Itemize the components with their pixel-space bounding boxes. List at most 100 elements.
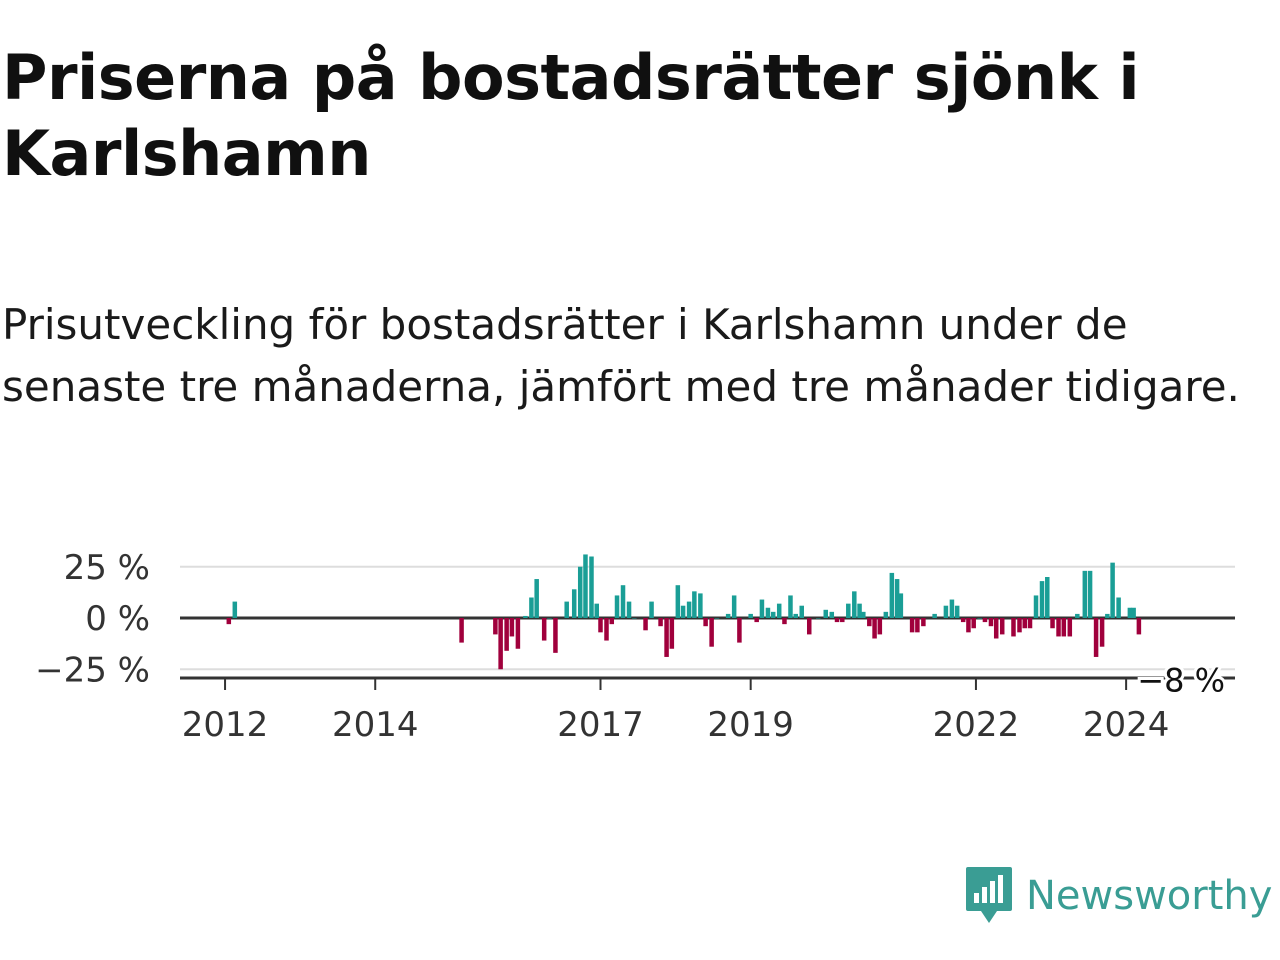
newsworthy-logo-icon — [966, 867, 1012, 923]
last-value-label: −8 % — [1137, 661, 1225, 699]
bar — [915, 618, 920, 633]
bar — [571, 589, 577, 618]
newsworthy-logo: Newsworthy — [964, 864, 1272, 928]
bar — [564, 601, 569, 618]
bar — [943, 605, 949, 618]
bar — [852, 591, 857, 618]
bar — [921, 618, 926, 627]
bar — [977, 618, 982, 619]
bar — [806, 618, 812, 635]
bar — [675, 585, 681, 618]
bar — [872, 618, 877, 639]
bar — [504, 618, 509, 651]
x-tick-label: 2019 — [707, 705, 794, 745]
bar — [1033, 595, 1039, 618]
bar — [1116, 597, 1121, 618]
bar — [643, 618, 648, 631]
bar — [583, 554, 588, 618]
end-label-layer: −8 % — [1134, 658, 1228, 702]
bar — [1127, 607, 1133, 618]
bar — [1136, 618, 1142, 635]
bar — [1131, 607, 1136, 618]
bar — [658, 618, 663, 627]
bar — [604, 618, 609, 641]
bar — [776, 603, 782, 618]
bar — [799, 605, 804, 618]
bar-chart: 25 % 0 % −25 % 2012 2014 2017 2019 2022 2024 −8… — [35, 548, 1235, 745]
bar — [731, 595, 737, 618]
bar — [547, 618, 552, 619]
bar — [1027, 618, 1033, 629]
bar — [754, 618, 759, 623]
bar — [1045, 577, 1050, 618]
bar — [498, 618, 503, 670]
bar — [954, 605, 960, 618]
bar — [1011, 618, 1016, 637]
bar — [680, 605, 686, 618]
bar — [770, 611, 776, 618]
bar — [553, 618, 558, 653]
bar — [909, 618, 915, 633]
bar — [1087, 570, 1093, 618]
bar — [889, 572, 895, 618]
bar — [692, 591, 697, 618]
bar — [725, 613, 731, 618]
bar — [993, 618, 999, 639]
bar — [686, 601, 692, 618]
bar — [883, 611, 889, 618]
bar — [1061, 618, 1067, 637]
bar — [232, 601, 238, 618]
bar — [664, 618, 669, 657]
bar — [1067, 618, 1073, 637]
bar — [793, 613, 798, 618]
bar — [626, 601, 632, 618]
bar — [226, 618, 232, 625]
y-tick-label: 0 % — [85, 599, 150, 639]
bar — [1082, 570, 1088, 618]
bar — [840, 618, 845, 623]
bar — [614, 595, 620, 618]
bar — [1022, 618, 1028, 629]
bars — [226, 554, 1142, 670]
bar — [1056, 618, 1061, 637]
bar — [823, 609, 829, 618]
bar — [765, 607, 771, 618]
y-tick-label: 25 % — [64, 548, 150, 588]
bar — [577, 566, 583, 618]
bar — [788, 595, 793, 618]
y-tick-label: −25 % — [35, 650, 150, 690]
bar — [857, 603, 862, 618]
bar — [589, 556, 594, 618]
bar — [748, 613, 753, 618]
bar — [894, 579, 900, 618]
bar — [509, 618, 515, 637]
bar — [982, 618, 988, 623]
x-tick-label: 2022 — [933, 705, 1020, 745]
chart-title: Priserna på bostadsrätter sjönk i Karlsh… — [2, 41, 1140, 190]
bar — [632, 618, 637, 619]
bar — [459, 618, 464, 643]
bar — [649, 601, 654, 618]
bar — [529, 597, 534, 618]
bar — [1105, 613, 1110, 618]
bar — [541, 618, 547, 641]
bar — [620, 585, 626, 618]
bar — [609, 618, 615, 625]
bar — [515, 618, 521, 649]
x-tick-label: 2012 — [182, 705, 269, 745]
bar — [971, 618, 976, 629]
chart-subtitle: Prisutveckling för bostadsrätter i Karls… — [2, 300, 1240, 411]
bar — [703, 618, 708, 627]
brand-name: Newsworthy — [1026, 873, 1273, 919]
bar — [1017, 618, 1022, 633]
bar — [737, 618, 742, 643]
bar — [669, 618, 675, 649]
bar — [988, 618, 994, 627]
bar — [861, 611, 866, 618]
bar — [523, 615, 528, 618]
bar — [960, 618, 966, 623]
bar — [493, 618, 498, 635]
x-tick-label: 2017 — [557, 705, 644, 745]
bar — [714, 618, 720, 619]
bar — [999, 618, 1005, 635]
